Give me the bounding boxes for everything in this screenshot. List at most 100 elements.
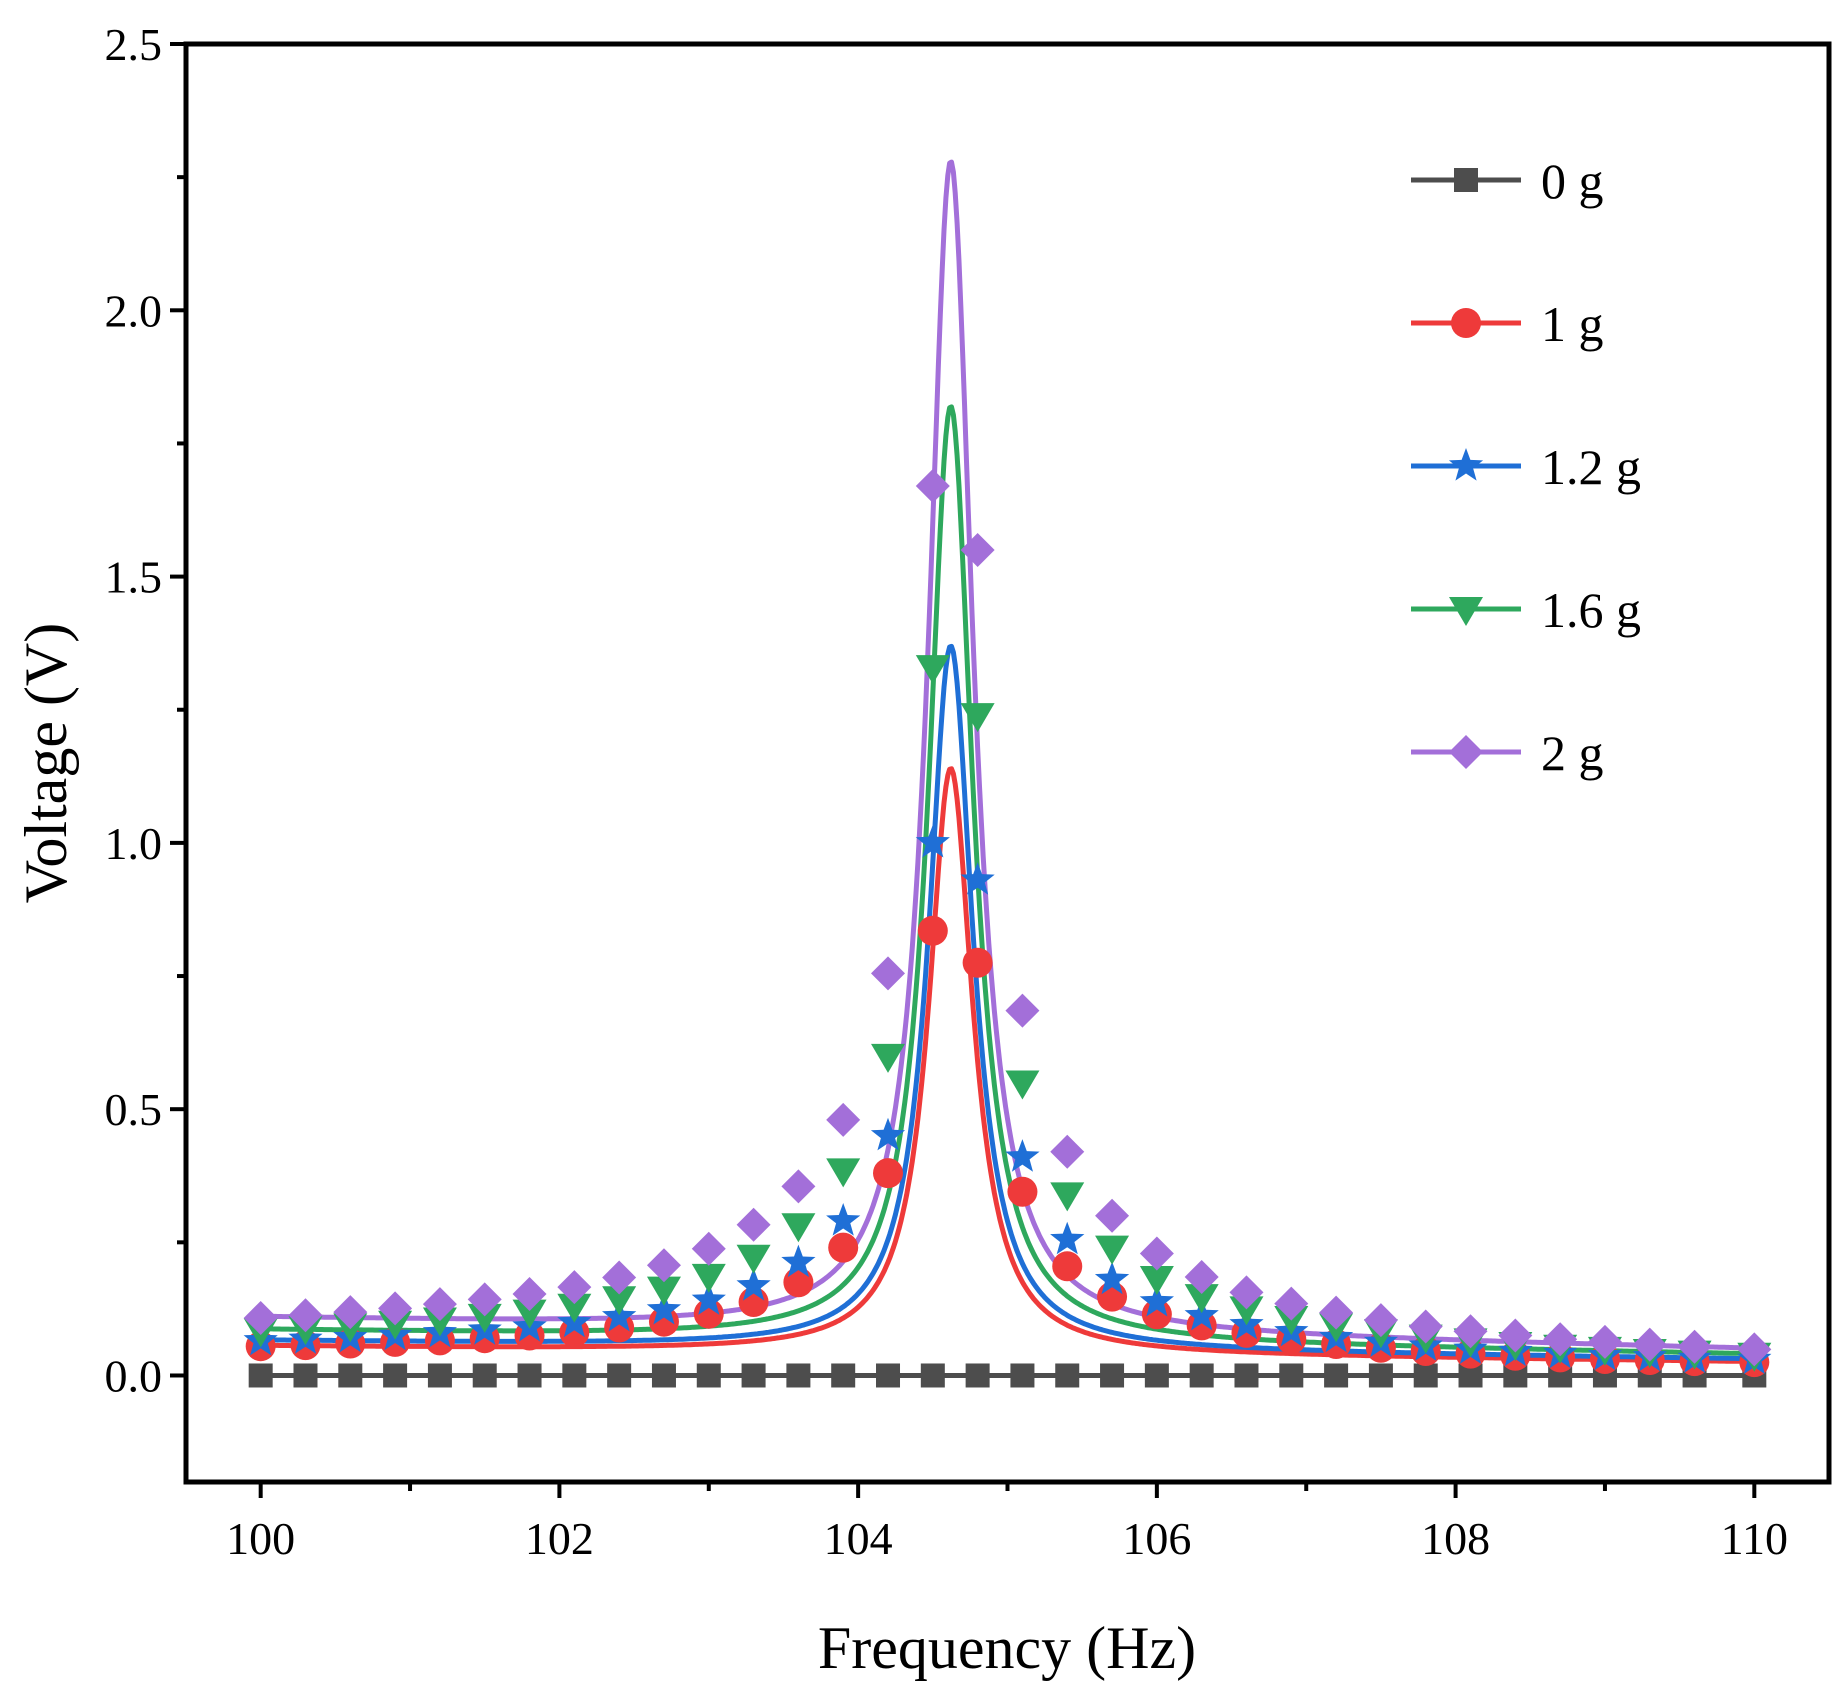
data-point — [1095, 1198, 1130, 1233]
data-point — [288, 1298, 323, 1333]
legend-label: 0 g — [1541, 153, 1604, 209]
data-point — [781, 1213, 816, 1243]
y-tick-label: 1.5 — [105, 552, 163, 603]
legend-label: 2 g — [1541, 725, 1604, 781]
legend-marker — [1449, 735, 1483, 769]
legend-marker — [1449, 597, 1483, 626]
data-point — [691, 1282, 726, 1315]
y-tick-label: 0.5 — [105, 1084, 163, 1135]
data-point — [826, 1203, 861, 1236]
data-point — [1139, 1284, 1174, 1317]
data-point — [876, 1363, 901, 1388]
data-point — [333, 1295, 368, 1330]
data-point — [1139, 1266, 1174, 1296]
legend-label: 1.2 g — [1541, 439, 1641, 495]
data-point — [467, 1282, 502, 1317]
y-axis: 0.0 0.5 1.0 1.5 2.0 2.5 — [105, 19, 186, 1401]
data-point — [1229, 1296, 1264, 1326]
data-point — [422, 1307, 457, 1337]
data-point — [378, 1291, 413, 1326]
data-point — [915, 469, 950, 504]
data-point — [1095, 1235, 1130, 1265]
data-point — [646, 1276, 681, 1306]
data-point — [1498, 1318, 1533, 1353]
data-point — [1094, 1261, 1130, 1295]
data-point — [517, 1363, 542, 1388]
y-tick-label: 1.0 — [105, 818, 163, 869]
data-point — [1139, 1236, 1174, 1271]
y-tick-label: 2.0 — [105, 285, 163, 336]
data-point — [1189, 1363, 1214, 1388]
data-point — [736, 1244, 771, 1274]
data-point — [1737, 1332, 1772, 1367]
data-point — [557, 1270, 592, 1305]
data-point — [1184, 1259, 1219, 1294]
data-point — [826, 1102, 861, 1137]
x-tick-label: 102 — [525, 1513, 594, 1564]
data-point — [741, 1363, 766, 1388]
data-point — [873, 1158, 904, 1189]
data-point — [1005, 1070, 1040, 1100]
data-point — [871, 956, 906, 991]
x-tick-label: 106 — [1122, 1513, 1191, 1564]
data-point — [604, 1312, 635, 1343]
data-point — [1363, 1303, 1398, 1338]
data-point — [1052, 1251, 1083, 1282]
legend-marker — [1451, 308, 1481, 338]
data-point — [338, 1363, 363, 1388]
data-point — [915, 824, 950, 858]
data-point — [512, 1276, 547, 1311]
data-point — [1324, 1363, 1349, 1388]
data-point — [781, 1244, 816, 1278]
data-point — [512, 1299, 547, 1329]
data-point — [1453, 1314, 1488, 1349]
data-point — [920, 1363, 945, 1388]
data-point — [1229, 1275, 1264, 1310]
data-point — [472, 1363, 497, 1388]
data-point — [1368, 1363, 1393, 1388]
data-point — [1050, 1182, 1085, 1212]
data-point — [646, 1292, 682, 1325]
data-point — [427, 1363, 452, 1388]
data-point — [1413, 1363, 1438, 1388]
x-axis: 100 102 104 106 108 110 — [226, 1482, 1788, 1564]
data-point — [467, 1303, 502, 1333]
data-point — [1234, 1363, 1259, 1388]
data-point — [1055, 1363, 1080, 1388]
data-point — [651, 1363, 676, 1388]
data-point — [422, 1287, 457, 1322]
data-point — [1010, 1363, 1035, 1388]
data-point — [1100, 1363, 1125, 1388]
x-tick-label: 108 — [1421, 1513, 1490, 1564]
x-tick-label: 110 — [1721, 1513, 1788, 1564]
data-point — [1319, 1295, 1354, 1330]
data-point — [1587, 1324, 1622, 1359]
data-point — [871, 1043, 906, 1073]
data-point — [826, 1158, 861, 1188]
data-point — [646, 1248, 681, 1283]
legend-marker — [1448, 448, 1484, 481]
legend-label: 1 g — [1541, 296, 1604, 352]
data-point — [1279, 1363, 1304, 1388]
data-point — [915, 655, 950, 685]
data-point — [293, 1363, 318, 1388]
data-point — [781, 1169, 816, 1204]
data-point — [960, 703, 995, 733]
data-point — [248, 1363, 273, 1388]
data-point — [1005, 1139, 1040, 1172]
data-point — [602, 1260, 637, 1295]
y-axis-title: Voltage (V) — [13, 623, 79, 904]
x-tick-label: 104 — [824, 1513, 893, 1564]
data-point — [917, 915, 948, 946]
data-point — [960, 862, 995, 895]
data-point — [962, 947, 993, 978]
y-tick-label: 2.5 — [105, 19, 163, 70]
data-point — [1007, 1176, 1038, 1207]
data-point — [1050, 1134, 1085, 1169]
data-point — [383, 1363, 408, 1388]
data-point — [607, 1363, 632, 1388]
data-point — [831, 1363, 856, 1388]
data-point — [1050, 1221, 1085, 1255]
data-point — [960, 532, 995, 567]
